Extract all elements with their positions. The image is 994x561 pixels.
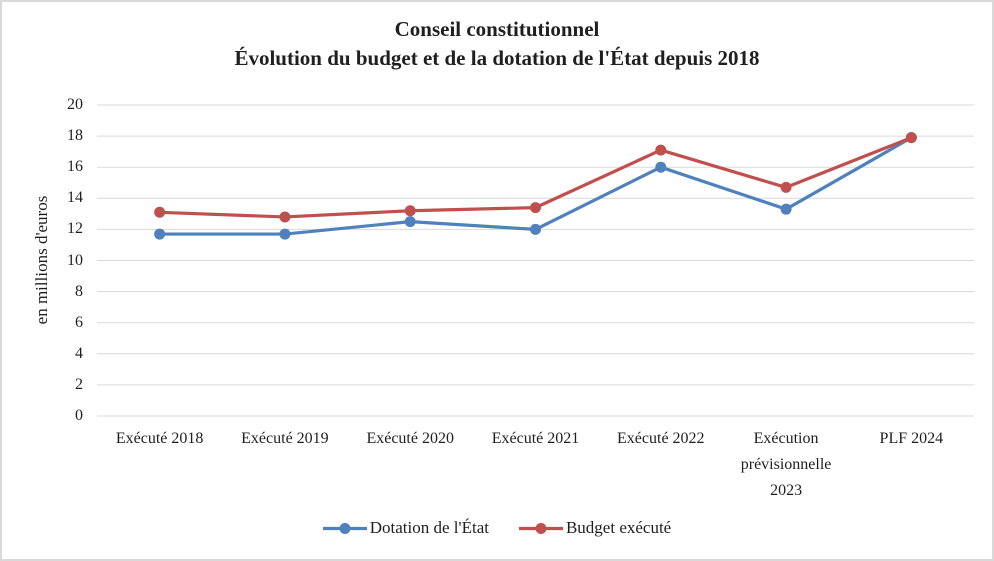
y-tick-label: 10: [67, 251, 83, 269]
y-tick-label: 2: [75, 375, 83, 393]
y-tick-label: 8: [75, 282, 83, 300]
y-tick-label: 6: [75, 313, 83, 331]
chart-title-line1: Conseil constitutionnel: [394, 17, 600, 41]
legend-label: Dotation de l'État: [369, 518, 489, 537]
chart-title-line2: Évolution du budget et de la dotation de…: [234, 46, 760, 70]
legend-label: Budget exécuté: [565, 518, 672, 537]
data-point-marker: [530, 223, 541, 235]
legend-swatch: [322, 522, 367, 534]
data-point-marker: [279, 211, 291, 223]
data-point-marker: [404, 205, 416, 217]
legend-swatch: [518, 522, 563, 534]
x-category-label: PLF 2024: [879, 430, 944, 447]
chart-title: Conseil constitutionnel Évolution du bud…: [2, 15, 992, 73]
x-category-label: Exécuté 2020: [366, 430, 454, 447]
data-point-marker: [154, 228, 166, 240]
x-category-label: Exécution prévisionnelle 2023: [740, 430, 832, 499]
x-category-label: Exécuté 2018: [115, 430, 204, 447]
data-point-marker: [655, 144, 667, 156]
data-point-marker: [655, 161, 667, 173]
y-tick-label: 16: [67, 158, 83, 176]
data-point-marker: [905, 132, 917, 144]
x-category-label: Exécuté 2019: [241, 430, 329, 447]
data-point-marker: [154, 206, 166, 218]
data-point-marker: [404, 216, 416, 228]
x-category-label: Exécuté 2021: [491, 430, 580, 447]
y-tick-label: 0: [75, 407, 83, 424]
data-point-marker: [279, 228, 291, 240]
y-tick-label: 12: [67, 220, 83, 238]
x-category-label: Exécuté 2022: [617, 430, 705, 447]
data-point-marker: [780, 203, 792, 215]
series-line: [159, 136, 913, 236]
data-point-marker: [780, 181, 792, 193]
y-tick-label: 18: [67, 127, 83, 145]
chart-legend: Dotation de l'État Budget exécuté: [2, 516, 992, 540]
y-tick-label: 20: [67, 96, 83, 113]
legend-item: Budget exécuté: [518, 516, 672, 540]
legend-item: Dotation de l'État: [322, 516, 489, 540]
data-point-marker: [530, 202, 541, 214]
y-tick-label: 14: [67, 189, 83, 207]
y-tick-label: 4: [75, 344, 83, 362]
